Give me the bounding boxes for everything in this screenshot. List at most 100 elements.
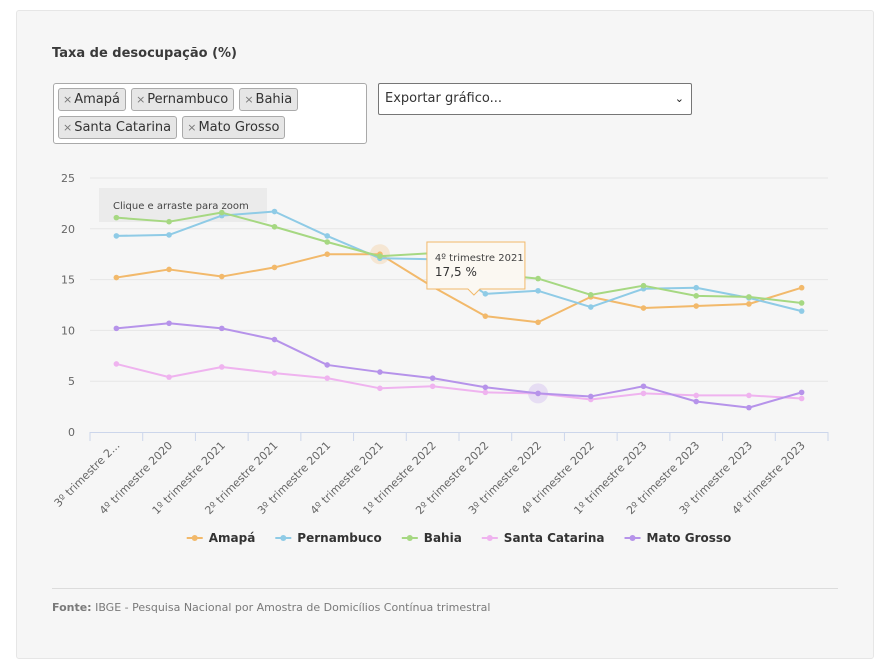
legend-item[interactable]: Pernambuco (275, 531, 382, 545)
y-tick-label: 5 (68, 375, 75, 388)
data-point[interactable] (640, 390, 647, 397)
data-point[interactable] (693, 392, 700, 399)
remove-chip-icon[interactable]: × (187, 121, 197, 134)
data-point[interactable] (482, 384, 489, 391)
data-point[interactable] (746, 301, 752, 307)
data-point[interactable] (218, 273, 225, 280)
data-point[interactable] (587, 292, 594, 298)
data-point[interactable] (218, 364, 225, 370)
data-point[interactable] (693, 284, 700, 291)
chevron-down-icon: ⌄ (674, 92, 684, 105)
data-point[interactable] (798, 284, 805, 291)
tooltip-category: 4º trimestre 2021 (435, 253, 524, 264)
remove-chip-icon[interactable]: × (63, 93, 73, 106)
data-point[interactable] (166, 218, 172, 225)
remove-chip-icon[interactable]: × (244, 93, 254, 106)
data-point[interactable] (640, 305, 647, 311)
data-point[interactable] (324, 233, 331, 239)
source-note: Fonte: IBGE - Pesquisa Nacional por Amos… (52, 601, 490, 614)
data-point[interactable] (166, 232, 172, 238)
legend-marker (191, 535, 198, 541)
remove-chip-icon[interactable]: × (63, 121, 73, 134)
chart-title: Taxa de desocupação (%) (52, 46, 237, 61)
data-point[interactable] (482, 291, 489, 297)
data-point[interactable] (113, 325, 120, 332)
legend-item[interactable]: Bahia (401, 531, 462, 545)
filter-chip[interactable]: × Amapá (58, 88, 126, 111)
tooltip-value: 17,5 % (435, 265, 477, 279)
data-point[interactable] (535, 275, 541, 282)
data-point[interactable] (535, 287, 541, 294)
data-point[interactable] (271, 336, 278, 343)
legend-item[interactable]: Amapá (186, 531, 256, 545)
data-point[interactable] (113, 274, 120, 281)
data-point[interactable] (218, 209, 225, 216)
data-point[interactable] (746, 392, 752, 399)
y-tick-label: 25 (61, 172, 75, 185)
legend-item[interactable]: Santa Catarina (481, 531, 605, 545)
data-point[interactable] (218, 325, 225, 332)
data-point[interactable] (587, 393, 594, 400)
data-point[interactable] (377, 369, 383, 375)
filter-chip[interactable]: × Santa Catarina (58, 116, 178, 139)
data-point[interactable] (587, 304, 594, 310)
data-point[interactable] (746, 294, 752, 300)
data-point[interactable] (324, 362, 331, 368)
data-point[interactable] (798, 300, 805, 306)
legend-marker (629, 535, 636, 541)
filter-chip[interactable]: × Bahia (239, 88, 299, 111)
data-point[interactable] (166, 320, 172, 327)
y-tick-label: 10 (61, 324, 75, 337)
series-line[interactable] (116, 253, 802, 324)
data-point[interactable] (482, 313, 489, 319)
data-point[interactable] (693, 398, 700, 405)
legend-marker (486, 535, 493, 541)
region-multiselect[interactable]: × Amapá × Pernambuco × Bahia × Santa Catarin… (53, 83, 367, 144)
data-point[interactable] (798, 389, 805, 396)
data-point[interactable] (535, 390, 541, 397)
data-point[interactable] (429, 383, 436, 390)
y-tick-label: 20 (61, 223, 75, 236)
filter-chip-label: Santa Catarina (74, 120, 172, 135)
filter-chip-label: Amapá (74, 92, 120, 107)
filter-chip-label: Bahia (255, 92, 293, 107)
legend-marker (406, 535, 413, 541)
data-point[interactable] (640, 282, 647, 289)
data-point[interactable] (271, 223, 278, 230)
data-point[interactable] (113, 361, 120, 367)
filter-chip[interactable]: × Pernambuco (131, 88, 235, 111)
source-label: Fonte: (52, 601, 92, 614)
data-point[interactable] (271, 264, 278, 271)
data-point[interactable] (746, 404, 752, 411)
data-point[interactable] (377, 385, 383, 392)
source-text: IBGE - Pesquisa Nacional por Amostra de … (95, 601, 491, 614)
series-line[interactable] (116, 322, 802, 409)
data-point[interactable] (166, 374, 172, 380)
data-point[interactable] (693, 293, 700, 299)
data-point[interactable] (271, 208, 278, 215)
data-point[interactable] (271, 370, 278, 376)
data-point[interactable] (324, 239, 331, 245)
legend-label: Pernambuco (297, 531, 382, 545)
data-point[interactable] (640, 383, 647, 390)
data-point[interactable] (693, 303, 700, 309)
data-point[interactable] (113, 233, 120, 239)
legend-label: Bahia (424, 531, 462, 545)
data-point[interactable] (166, 266, 172, 273)
data-point[interactable] (482, 389, 489, 396)
data-point[interactable] (429, 375, 436, 381)
data-point[interactable] (798, 395, 805, 402)
export-chart-select[interactable]: Exportar gráfico... ⌄ (378, 83, 692, 115)
data-point[interactable] (324, 251, 331, 257)
remove-chip-icon[interactable]: × (136, 93, 146, 106)
data-point[interactable] (324, 375, 331, 381)
series-line[interactable] (116, 362, 802, 401)
legend-item[interactable]: Mato Grosso (624, 531, 732, 545)
data-point[interactable] (377, 253, 383, 260)
filter-chip[interactable]: × Mato Grosso (182, 116, 286, 139)
data-point[interactable] (113, 214, 120, 221)
footer-divider (52, 588, 838, 589)
data-point[interactable] (798, 308, 805, 314)
data-point[interactable] (535, 319, 541, 326)
